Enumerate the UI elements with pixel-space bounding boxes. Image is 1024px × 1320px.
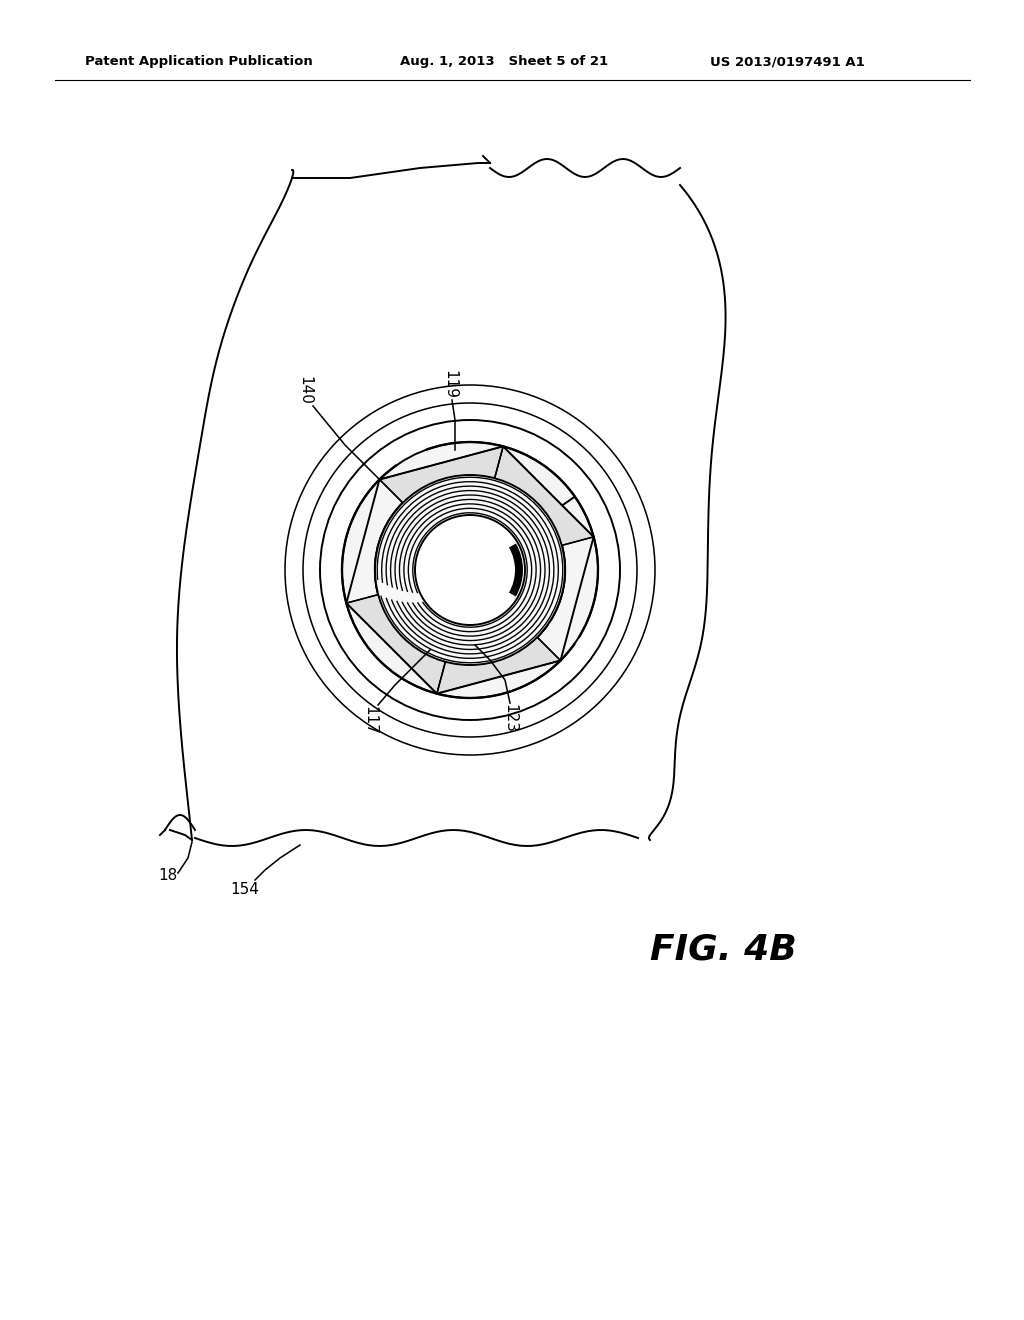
Text: 119: 119 <box>442 371 458 400</box>
Text: Patent Application Publication: Patent Application Publication <box>85 55 312 69</box>
Text: 18: 18 <box>159 867 177 883</box>
Text: US 2013/0197491 A1: US 2013/0197491 A1 <box>710 55 864 69</box>
Polygon shape <box>495 446 594 545</box>
Circle shape <box>342 442 598 698</box>
Text: 154: 154 <box>230 883 259 898</box>
Wedge shape <box>509 544 523 597</box>
Text: Aug. 1, 2013   Sheet 5 of 21: Aug. 1, 2013 Sheet 5 of 21 <box>400 55 608 69</box>
Circle shape <box>375 475 565 665</box>
Text: 117: 117 <box>362 706 378 734</box>
Text: 140: 140 <box>298 376 312 404</box>
Polygon shape <box>380 446 503 503</box>
Polygon shape <box>346 594 445 693</box>
Text: 123: 123 <box>503 704 517 733</box>
Circle shape <box>375 475 565 665</box>
Text: FIG. 4B: FIG. 4B <box>650 933 797 968</box>
Circle shape <box>415 515 525 624</box>
Polygon shape <box>437 638 560 693</box>
